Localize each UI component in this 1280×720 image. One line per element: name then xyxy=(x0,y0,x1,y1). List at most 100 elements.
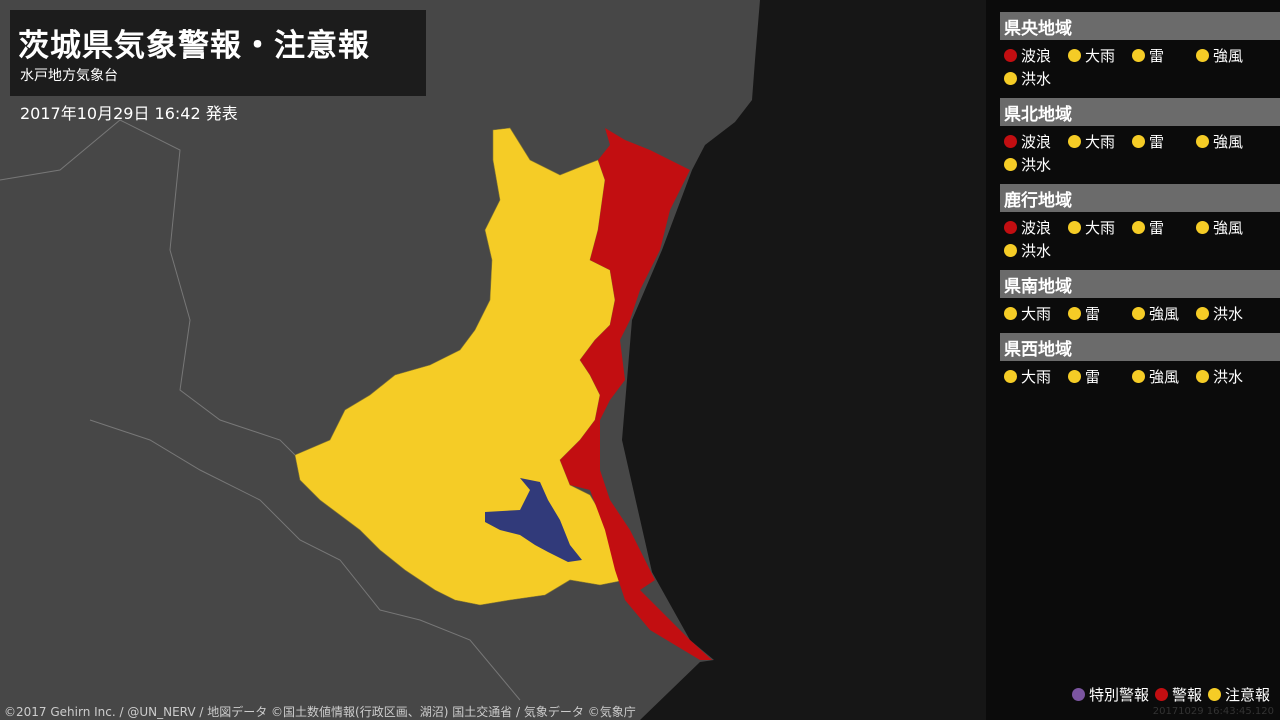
alert-item: 波浪 xyxy=(1004,130,1068,153)
legend-label: 警報 xyxy=(1171,686,1202,704)
prefecture-borders xyxy=(0,119,296,456)
alert-item: 大雨 xyxy=(1068,130,1132,153)
dot-icon xyxy=(1004,158,1017,171)
alert-label: 洪水 xyxy=(1021,242,1052,260)
alert-label: 波浪 xyxy=(1021,219,1052,237)
lake-kasumigaura xyxy=(485,478,582,562)
alert-label: 強風 xyxy=(1213,219,1244,237)
alert-item: 洪水 xyxy=(1196,302,1260,325)
dot-icon xyxy=(1132,307,1145,320)
region-items: 波浪 大雨 雷 強風洪水 xyxy=(1000,212,1280,262)
alert-label: 強風 xyxy=(1149,368,1180,386)
dot-icon xyxy=(1068,307,1081,320)
dot-icon xyxy=(1071,688,1085,701)
alert-item: 大雨 xyxy=(1068,216,1132,239)
alert-label: 洪水 xyxy=(1021,156,1052,174)
dot-icon xyxy=(1004,370,1017,383)
legend: 特別警報 警報 注意報 xyxy=(1071,684,1270,705)
region-items: 大雨 雷 強風 洪水 xyxy=(1000,361,1280,388)
alert-item: 雷 xyxy=(1132,216,1196,239)
region-0: 県央地域波浪 大雨 雷 強風洪水 xyxy=(1000,12,1280,90)
region-name: 県西地域 xyxy=(1000,333,1280,361)
region-3: 県南地域大雨 雷 強風 洪水 xyxy=(1000,270,1280,325)
region-2: 鹿行地域波浪 大雨 雷 強風洪水 xyxy=(1000,184,1280,262)
dot-icon xyxy=(1004,72,1017,85)
dot-icon xyxy=(1004,49,1017,62)
alert-item: 強風 xyxy=(1196,44,1260,67)
dot-icon xyxy=(1196,307,1209,320)
regions-panel: 県央地域 波浪 大雨雷強風 洪水 県北地域 波浪 大雨雷強風 洪水 鹿行地域 波浪 大雨雷強風 洪水県… xyxy=(986,0,1280,720)
dot-icon xyxy=(1004,221,1017,234)
alert-label: 大雨 xyxy=(1021,368,1052,386)
region-items: 大雨 雷 強風 洪水 xyxy=(1000,298,1280,325)
prefecture-borders-2 xyxy=(89,419,521,701)
alert-item: 雷 xyxy=(1068,365,1132,388)
dot-icon xyxy=(1132,221,1145,234)
dot-icon xyxy=(1004,244,1017,257)
alert-item: 洪水 xyxy=(1004,153,1068,176)
region-4: 県西地域大雨 雷 強風 洪水 xyxy=(1000,333,1280,388)
alert-item: 大雨 xyxy=(1068,44,1132,67)
dot-icon xyxy=(1207,688,1221,701)
alert-label: 強風 xyxy=(1213,133,1244,151)
alert-label: 洪水 xyxy=(1021,70,1052,88)
dot-icon xyxy=(1068,49,1081,62)
alert-item: 大雨 xyxy=(1004,302,1068,325)
alert-label: 雷 xyxy=(1085,368,1101,386)
dot-icon xyxy=(1132,370,1145,383)
alert-label: 洪水 xyxy=(1213,305,1244,323)
alert-item: 洪水 xyxy=(1004,239,1068,262)
alert-item: 洪水 xyxy=(1004,67,1068,90)
alert-item: 洪水 xyxy=(1196,365,1260,388)
alert-item: 強風 xyxy=(1132,302,1196,325)
dot-icon xyxy=(1196,370,1209,383)
sea xyxy=(622,0,986,720)
dot-icon xyxy=(1154,688,1168,701)
alert-item: 大雨 xyxy=(1004,365,1068,388)
alert-label: 強風 xyxy=(1149,305,1180,323)
area-advisory xyxy=(294,127,626,606)
region-name: 県北地域 xyxy=(1000,98,1280,126)
alert-item: 強風 xyxy=(1196,216,1260,239)
alert-label: 雷 xyxy=(1149,133,1165,151)
dot-icon xyxy=(1068,370,1081,383)
office-name: 水戸地方気象台 xyxy=(20,68,118,84)
dot-icon xyxy=(1132,49,1145,62)
legend-label: 特別警報 xyxy=(1088,686,1149,704)
region-name: 県央地域 xyxy=(1000,12,1280,40)
issued-time: 2017年10月29日 16:42 発表 xyxy=(20,104,238,123)
region-items: 波浪 大雨 雷 強風洪水 xyxy=(1000,40,1280,90)
region-name: 鹿行地域 xyxy=(1000,184,1280,212)
alert-label: 強風 xyxy=(1213,47,1244,65)
alert-item: 波浪 xyxy=(1004,44,1068,67)
alert-label: 波浪 xyxy=(1021,133,1052,151)
alert-item: 強風 xyxy=(1196,130,1260,153)
dot-icon xyxy=(1068,221,1081,234)
alert-item: 雷 xyxy=(1068,302,1132,325)
credit: ©2017 Gehirn Inc. / @UN_NERV / 地図データ ©国土… xyxy=(4,705,636,719)
dot-icon xyxy=(1196,135,1209,148)
alert-label: 大雨 xyxy=(1085,133,1116,151)
alert-label: 雷 xyxy=(1085,305,1101,323)
title-box: 茨城県気象警報・注意報 水戸地方気象台 xyxy=(10,10,426,96)
alert-item: 雷 xyxy=(1132,44,1196,67)
alert-item: 波浪 xyxy=(1004,216,1068,239)
warning-map xyxy=(0,0,986,720)
alert-label: 大雨 xyxy=(1085,219,1116,237)
dot-icon xyxy=(1068,135,1081,148)
alert-label: 雷 xyxy=(1149,47,1165,65)
dot-icon xyxy=(1132,135,1145,148)
legend-advisory: 注意報 xyxy=(1207,684,1270,705)
alert-label: 大雨 xyxy=(1021,305,1052,323)
region-name: 県南地域 xyxy=(1000,270,1280,298)
region-1: 県北地域波浪 大雨 雷 強風洪水 xyxy=(1000,98,1280,176)
alert-label: 雷 xyxy=(1149,219,1165,237)
alert-item: 強風 xyxy=(1132,365,1196,388)
alert-label: 波浪 xyxy=(1021,47,1052,65)
dot-icon xyxy=(1004,135,1017,148)
legend-special: 特別警報 xyxy=(1071,684,1149,705)
dot-icon xyxy=(1196,49,1209,62)
area-warning xyxy=(560,128,712,660)
region-items: 波浪 大雨 雷 強風洪水 xyxy=(1000,126,1280,176)
legend-warning: 警報 xyxy=(1154,684,1202,705)
